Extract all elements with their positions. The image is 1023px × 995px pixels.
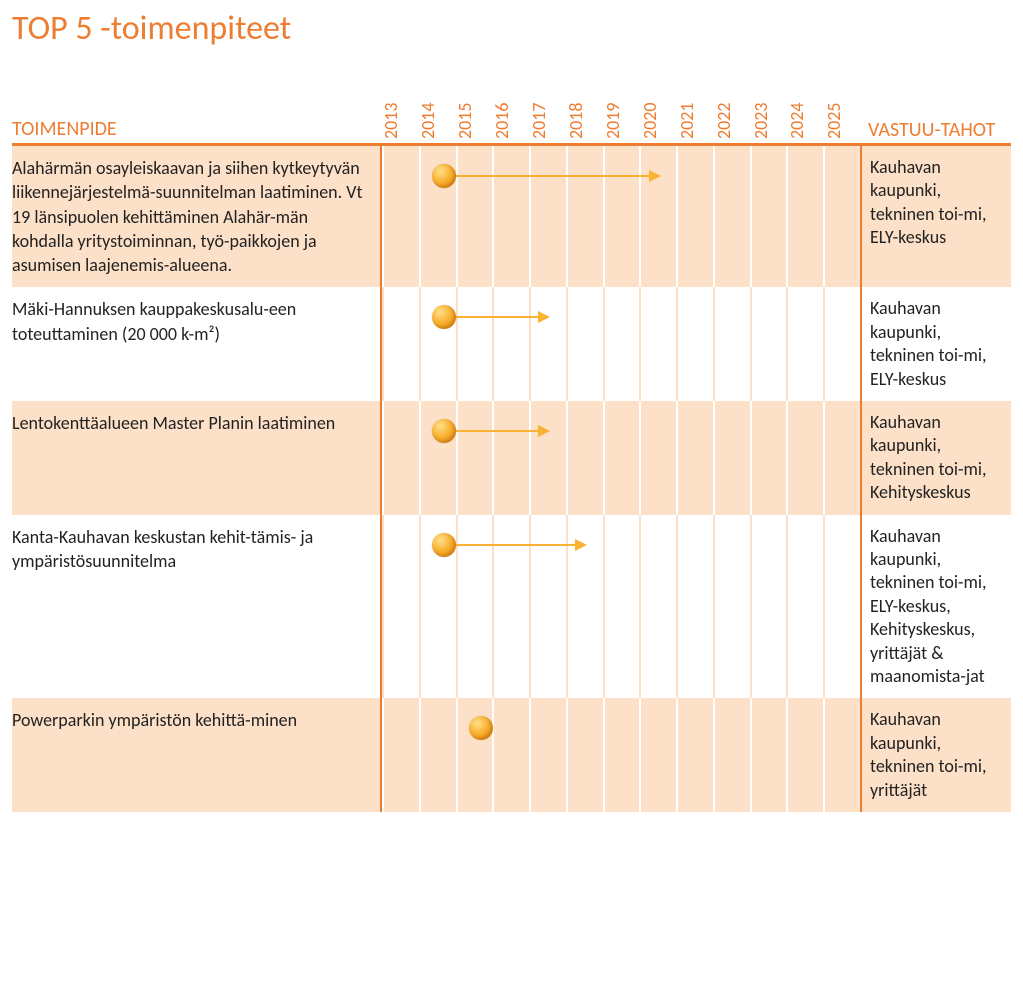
action-cell: Mäki-Hannuksen kauppakeskusalu-een toteu…: [12, 287, 382, 401]
responsible-cell: Kauhavan kaupunki, tekninen toi-mi, yrit…: [862, 698, 1002, 812]
responsible-cell: Kauhavan kaupunki, tekninen toi-mi, ELY-…: [862, 515, 1002, 699]
responsible-cell: Kauhavan kaupunki, tekninen toi-mi, Kehi…: [862, 401, 1002, 515]
action-cell: Lentokenttäalueen Master Planin laatimin…: [12, 401, 382, 515]
responsible-cell: Kauhavan kaupunki, tekninen toi-mi, ELY-…: [862, 146, 1002, 287]
timeline-arrow-line: [444, 175, 649, 177]
timeline-marker: [469, 716, 493, 740]
year-label: 2024: [786, 103, 808, 140]
year-label: 2023: [750, 103, 772, 140]
table-body: Alahärmän osayleiskaavan ja siihen kytke…: [12, 146, 1011, 812]
year-label: 2015: [454, 103, 476, 140]
timeline-cell: [382, 515, 862, 699]
header-action: TOIMENPIDE: [12, 117, 382, 141]
year-label: 2017: [528, 103, 550, 140]
year-label: 2020: [639, 103, 661, 140]
year-label: 2013: [380, 103, 402, 140]
action-cell: Alahärmän osayleiskaavan ja siihen kytke…: [12, 146, 382, 287]
table-row: Alahärmän osayleiskaavan ja siihen kytke…: [12, 146, 1011, 287]
table-row: Kanta-Kauhavan keskustan kehit-tämis- ja…: [12, 515, 1011, 699]
table-row: Mäki-Hannuksen kauppakeskusalu-een toteu…: [12, 287, 1011, 401]
timeline-cell: [382, 287, 862, 401]
timeline-cell: [382, 146, 862, 287]
timeline-arrow-head: [575, 539, 587, 551]
year-label: 2014: [417, 103, 439, 140]
year-label: 2019: [602, 103, 624, 140]
timeline-cell: [382, 401, 862, 515]
header-responsible: VASTUU-TAHOT: [862, 119, 1002, 141]
timeline-marker: [432, 164, 456, 188]
timeline-arrow-line: [444, 316, 538, 318]
page-title: TOP 5 -toimenpiteet: [12, 8, 1011, 49]
timeline-arrow-line: [444, 544, 575, 546]
year-label: 2016: [491, 103, 513, 140]
timeline-marker: [432, 419, 456, 443]
timeline-cell: [382, 698, 862, 812]
table-row: Powerparkin ympäristön kehittä-minen Kauh…: [12, 698, 1011, 812]
year-label: 2025: [823, 103, 845, 140]
header-years: 2013 2014 2015 2016 2017 2018 2019 2020 2021 2022…: [382, 61, 862, 141]
year-label: 2021: [676, 103, 698, 140]
year-label: 2018: [565, 103, 587, 140]
responsible-cell: Kauhavan kaupunki, tekninen toi-mi, ELY-…: [862, 287, 1002, 401]
timeline-arrow-head: [538, 311, 550, 323]
timeline-arrow-head: [649, 170, 661, 182]
action-cell: Kanta-Kauhavan keskustan kehit-tämis- ja…: [12, 515, 382, 699]
timeline-arrow-head: [538, 425, 550, 437]
action-cell: Powerparkin ympäristön kehittä-minen: [12, 698, 382, 812]
year-label: 2022: [713, 103, 735, 140]
timeline-marker: [432, 533, 456, 557]
timeline-arrow-line: [444, 430, 538, 432]
table-row: Lentokenttäalueen Master Planin laatimin…: [12, 401, 1011, 515]
table-header: TOIMENPIDE 20132014201520162017201820192…: [12, 61, 1011, 146]
